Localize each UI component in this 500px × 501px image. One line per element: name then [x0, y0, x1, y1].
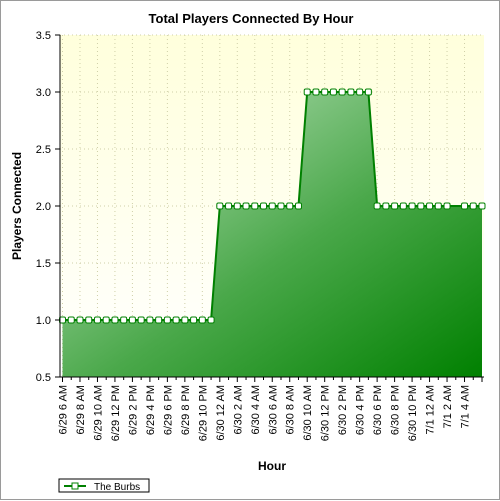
x-tick-label: 6/30 6 PM: [372, 385, 384, 435]
data-point: [312, 88, 320, 96]
x-tick-label: 6/30 4 AM: [250, 385, 262, 435]
data-point: [216, 202, 224, 210]
data-point: [286, 202, 294, 210]
data-point: [303, 88, 311, 96]
legend: The Burbs: [58, 478, 150, 493]
x-tick-label: 6/30 10 AM: [302, 385, 314, 441]
x-tick-label: 6/29 8 AM: [75, 385, 87, 435]
x-tick-label: 6/30 8 PM: [390, 385, 402, 435]
data-point: [434, 202, 442, 210]
y-tick-label: 0.5: [36, 372, 51, 384]
y-axis-ticks: 0.5 1.0 1.5 2.0 2.5 3.0 3.5: [36, 30, 60, 384]
data-point: [408, 202, 416, 210]
data-point: [417, 202, 425, 210]
data-point: [128, 316, 136, 324]
data-point: [233, 202, 241, 210]
chart-title: Total Players Connected By Hour: [149, 11, 354, 26]
data-point: [137, 316, 145, 324]
data-point: [399, 202, 407, 210]
data-point: [294, 202, 302, 210]
legend-swatch-marker: [71, 482, 79, 490]
x-tick-label: 7/1 2 AM: [442, 385, 454, 428]
y-tick-label: 1.0: [36, 315, 51, 327]
x-tick-label: 6/30 6 AM: [267, 385, 279, 435]
x-tick-label: 7/1 12 AM: [425, 385, 437, 435]
x-tick-label: 6/30 4 PM: [355, 385, 367, 435]
data-point: [347, 88, 355, 96]
data-point: [172, 316, 180, 324]
data-point: [67, 316, 75, 324]
legend-label: The Burbs: [94, 482, 140, 493]
data-point: [146, 316, 154, 324]
y-tick-label: 2.5: [36, 144, 51, 156]
x-tick-label: 6/30 10 PM: [407, 385, 419, 441]
data-point: [443, 202, 451, 210]
x-tick-label: 6/30 2 PM: [337, 385, 349, 435]
data-point: [163, 316, 171, 324]
x-tick-label: 7/1 4 AM: [460, 385, 472, 428]
data-point: [268, 202, 276, 210]
data-point: [382, 202, 390, 210]
data-point: [225, 202, 233, 210]
data-point: [469, 202, 477, 210]
x-tick-label: 6/29 6 PM: [162, 385, 174, 435]
x-tick-label: 6/29 10 PM: [197, 385, 209, 441]
x-tick-label: 6/30 2 AM: [232, 385, 244, 435]
data-point: [356, 88, 364, 96]
data-point: [198, 316, 206, 324]
data-point: [391, 202, 399, 210]
data-point: [242, 202, 250, 210]
y-tick-label: 1.5: [36, 258, 51, 270]
data-point: [120, 316, 128, 324]
data-point: [93, 316, 101, 324]
data-point: [426, 202, 434, 210]
data-point: [76, 316, 84, 324]
data-point: [251, 202, 259, 210]
data-point: [321, 88, 329, 96]
y-axis-title: Players Connected: [10, 152, 24, 260]
x-tick-label: 6/30 12 PM: [320, 385, 332, 441]
series-area: [62, 92, 482, 377]
data-point: [102, 316, 110, 324]
data-point: [155, 316, 163, 324]
data-point: [190, 316, 198, 324]
x-tick-label: 6/29 10 AM: [92, 385, 104, 441]
data-point: [373, 202, 381, 210]
data-point: [478, 202, 486, 210]
x-tick-label: 6/29 12 PM: [110, 385, 122, 441]
data-point: [364, 88, 372, 96]
data-point: [111, 316, 119, 324]
data-point: [338, 88, 346, 96]
x-tick-label: 6/29 2 PM: [127, 385, 139, 435]
x-tick-label: 6/29 8 PM: [180, 385, 192, 435]
y-tick-label: 2.0: [36, 201, 51, 213]
data-point: [329, 88, 337, 96]
y-tick-label: 3.0: [36, 87, 51, 99]
legend-box: [58, 478, 150, 493]
x-tick-label: 6/30 8 AM: [285, 385, 297, 435]
x-tick-label: 6/30 12 AM: [215, 385, 227, 441]
series-points: [59, 88, 486, 324]
data-point: [85, 316, 93, 324]
data-point: [207, 316, 215, 324]
x-tick-label: 6/29 4 PM: [145, 385, 157, 435]
data-point: [461, 202, 469, 210]
data-point: [277, 202, 285, 210]
x-tick-label: 6/29 6 AM: [58, 385, 70, 435]
data-point: [260, 202, 268, 210]
y-tick-label: 3.5: [36, 30, 51, 42]
data-point: [181, 316, 189, 324]
x-axis-ticks: 6/29 6 AM 6/29 8 AM 6/29 10 AM 6/29 12 PM 6/…: [58, 377, 483, 441]
x-axis-title: Hour: [258, 459, 286, 473]
